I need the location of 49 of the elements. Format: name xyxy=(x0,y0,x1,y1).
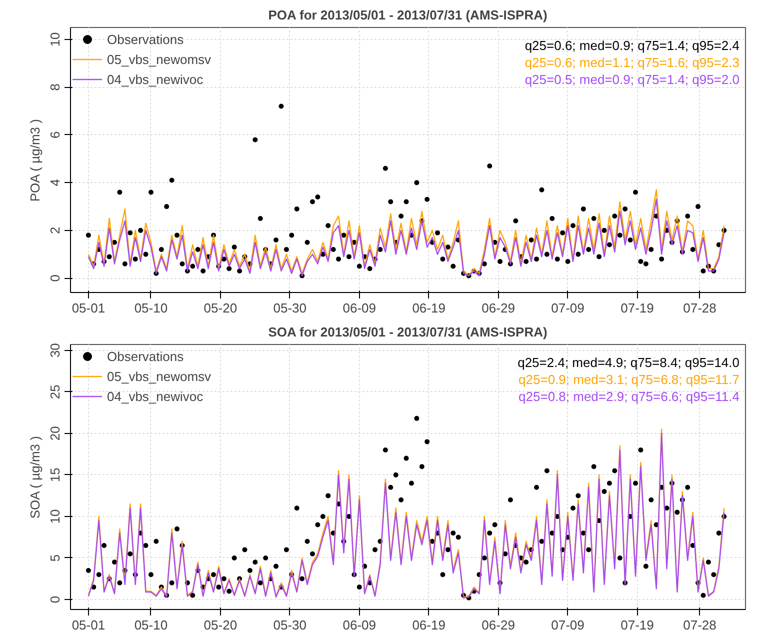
x-tick-label: 07-19 xyxy=(620,618,654,632)
x-tick-label: 06-19 xyxy=(412,300,446,316)
x-tick-label: 06-29 xyxy=(482,618,515,632)
x-tick-label: 05-01 xyxy=(72,300,106,316)
x-tick-label: 07-09 xyxy=(551,300,584,316)
y-tick-label: 20 xyxy=(48,426,62,441)
x-tick-label: 07-28 xyxy=(683,300,716,316)
annotation: q25=0.8; med=2.9; q75=6.6; q95=11.4 xyxy=(518,389,740,404)
x-tick-label: 05-30 xyxy=(273,300,307,316)
x-tick-label: 06-09 xyxy=(342,300,376,316)
x-tick-label: 07-28 xyxy=(683,618,716,632)
x-tick-label: 07-19 xyxy=(620,300,654,316)
y-tick-label: 6 xyxy=(48,131,62,139)
chart-title: POA for 2013/05/01 - 2013/07/31 (AMS-ISPRA) xyxy=(268,8,548,22)
legend-label: Observations xyxy=(107,32,184,46)
y-tick-label: 4 xyxy=(48,179,62,186)
y-tick-label: 25 xyxy=(48,384,62,400)
annotation: q25=0.9; med=3.1; q75=6.8; q95=11.7 xyxy=(518,372,740,387)
legend-label: Observations xyxy=(107,348,184,364)
y-tick-label: 2 xyxy=(48,226,62,234)
legend-label: 05_vbs_newomsv xyxy=(107,368,212,384)
x-tick-label: 06-29 xyxy=(482,300,515,316)
annotation: q25=0.6; med=0.9; q75=1.4; q95=2.4 xyxy=(524,38,740,53)
x-tick-label: 07-09 xyxy=(551,618,584,632)
y-tick-label: 8 xyxy=(48,84,62,91)
annotation: q25=0.5; med=0.9; q75=1.4; q95=2.0 xyxy=(524,72,740,87)
y-tick-label: 0 xyxy=(48,596,62,604)
y-axis-title: SOA ( µg/m3 ) xyxy=(28,436,42,519)
x-tick-label: 05-30 xyxy=(273,618,307,632)
x-tick-label: 06-09 xyxy=(342,618,376,632)
y-tick-label: 10 xyxy=(48,32,62,47)
x-tick-label: 05-20 xyxy=(204,618,238,632)
legend-label: 05_vbs_newomsv xyxy=(107,52,212,66)
chart-title: SOA for 2013/05/01 - 2013/07/31 (AMS-ISPRA) xyxy=(268,324,548,340)
y-tick-label: 0 xyxy=(48,274,62,282)
x-tick-label: 05-10 xyxy=(134,300,168,316)
x-tick-label: 05-20 xyxy=(204,300,238,316)
y-tick-label: 10 xyxy=(48,509,62,524)
x-tick-label: 05-10 xyxy=(134,618,168,632)
legend-label: 04_vbs_newivoc xyxy=(107,388,204,404)
x-tick-label: 06-19 xyxy=(412,618,446,632)
legend-label: 04_vbs_newivoc xyxy=(107,72,204,86)
annotation: q25=0.6; med=1.1; q75=1.6; q95=2.3 xyxy=(524,55,740,70)
x-tick-label: 05-01 xyxy=(72,618,106,632)
y-axis-title: POA ( µg/m3 ) xyxy=(28,119,42,202)
y-tick-label: 15 xyxy=(48,468,62,482)
y-tick-label: 30 xyxy=(48,343,62,358)
y-tick-label: 5 xyxy=(48,554,62,562)
annotation: q25=2.4; med=4.9; q75=8.4; q95=14.0 xyxy=(518,355,740,370)
